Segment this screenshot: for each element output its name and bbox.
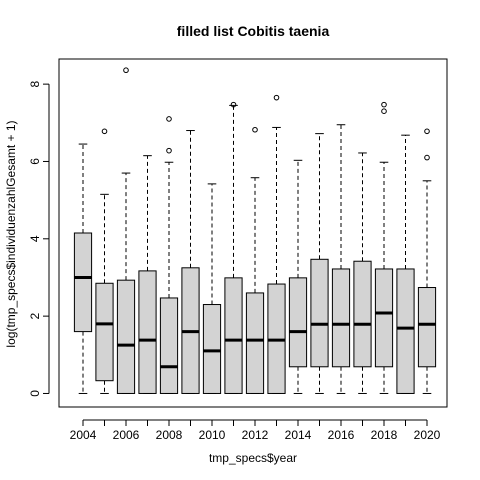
y-axis-label: log(tmp_specs$individuenzahlGesamt + 1) bbox=[4, 120, 18, 347]
box-iqr bbox=[417, 287, 437, 368]
box-2010 bbox=[202, 183, 222, 394]
plot-frame bbox=[58, 58, 448, 408]
box-iqr bbox=[202, 304, 222, 394]
outlier-point bbox=[101, 128, 108, 135]
box-iqr bbox=[138, 270, 157, 394]
y-tick-label: 0 bbox=[28, 390, 42, 397]
outlier-point bbox=[166, 147, 172, 154]
box-iqr bbox=[116, 279, 136, 394]
box-iqr bbox=[95, 282, 114, 382]
x-tick-label: 2020 bbox=[414, 428, 441, 442]
box-iqr bbox=[331, 268, 351, 368]
box-iqr bbox=[73, 232, 93, 333]
x-tick-label: 2008 bbox=[156, 428, 183, 442]
x-tick-label: 2014 bbox=[285, 428, 312, 442]
box-iqr bbox=[159, 297, 179, 394]
box-2005 bbox=[95, 128, 114, 394]
x-tick-label: 2010 bbox=[199, 428, 226, 442]
box-2013 bbox=[267, 94, 286, 394]
x-tick-label: 2004 bbox=[70, 428, 97, 442]
box-iqr bbox=[224, 277, 243, 394]
y-tick-label: 4 bbox=[28, 235, 42, 242]
outlier-point bbox=[166, 116, 172, 122]
y-axis: 0 2 4 6 8 bbox=[28, 80, 50, 397]
x-axis-label: tmp_specs$year bbox=[209, 451, 297, 465]
x-axis: 2004 2006 2008 2010 2012 2014 2016 2018 2020 bbox=[70, 419, 441, 442]
outlier-point bbox=[381, 101, 387, 108]
box-2019 bbox=[396, 134, 415, 394]
box-iqr bbox=[288, 277, 308, 368]
x-tick-label: 2012 bbox=[242, 428, 269, 442]
x-tick-label: 2006 bbox=[113, 428, 140, 442]
outlier-point bbox=[424, 128, 430, 135]
box-2009 bbox=[181, 130, 200, 394]
x-tick-label: 2016 bbox=[328, 428, 355, 442]
box-2008 bbox=[159, 116, 179, 394]
y-tick-label: 2 bbox=[28, 312, 42, 319]
box-iqr bbox=[245, 292, 265, 394]
box-iqr bbox=[353, 260, 372, 368]
box-2007 bbox=[138, 155, 157, 394]
box-iqr bbox=[396, 268, 415, 394]
outlier-point bbox=[381, 108, 387, 114]
box-2015 bbox=[310, 133, 329, 394]
box-2017 bbox=[353, 152, 372, 394]
box-2020 bbox=[417, 128, 437, 394]
outlier-point bbox=[230, 101, 237, 108]
box-2011 bbox=[224, 101, 243, 394]
y-tick-label: 6 bbox=[28, 158, 42, 165]
outlier-point bbox=[273, 94, 280, 101]
box-series bbox=[73, 67, 437, 394]
box-iqr bbox=[374, 268, 394, 368]
box-2014 bbox=[288, 159, 308, 394]
chart-title: filled list Cobitis taenia bbox=[177, 23, 330, 39]
box-2018 bbox=[374, 101, 394, 394]
y-tick-label: 8 bbox=[28, 80, 42, 87]
outlier-point bbox=[424, 154, 430, 161]
x-tick-label: 2018 bbox=[371, 428, 398, 442]
box-iqr bbox=[310, 258, 329, 368]
box-2006 bbox=[116, 67, 136, 394]
outlier-point bbox=[123, 67, 129, 74]
outlier-point bbox=[252, 126, 258, 133]
box-2016 bbox=[331, 124, 351, 394]
box-2004 bbox=[73, 143, 93, 394]
box-2012 bbox=[245, 126, 265, 394]
